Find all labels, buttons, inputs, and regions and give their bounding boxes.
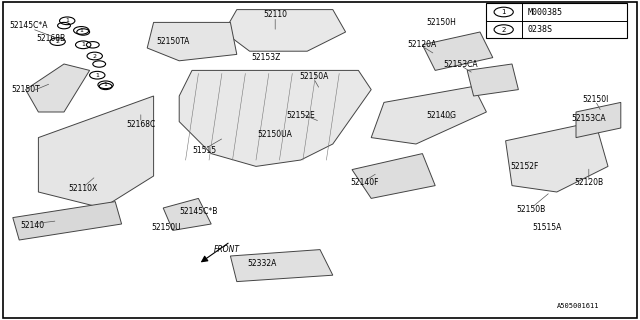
Text: 52153CA: 52153CA xyxy=(572,114,606,123)
Text: 52150A: 52150A xyxy=(299,72,328,81)
Text: 52168C: 52168C xyxy=(126,120,156,129)
Text: 51515A: 51515A xyxy=(532,223,562,232)
Text: 1: 1 xyxy=(95,73,99,78)
Text: 52110X: 52110X xyxy=(68,184,98,193)
Text: 52150T: 52150T xyxy=(12,85,40,94)
Text: 52152F: 52152F xyxy=(511,162,539,171)
Polygon shape xyxy=(467,64,518,96)
Text: 52145C*B: 52145C*B xyxy=(179,207,218,216)
Text: 1: 1 xyxy=(104,82,108,87)
Text: 51515: 51515 xyxy=(193,146,217,155)
Text: 52152E: 52152E xyxy=(287,111,315,120)
Text: 1: 1 xyxy=(501,9,506,15)
Text: 52153CA: 52153CA xyxy=(444,60,478,68)
Text: 52140G: 52140G xyxy=(427,111,456,120)
Text: 2: 2 xyxy=(56,39,60,44)
Bar xyxy=(486,3,627,38)
Polygon shape xyxy=(163,198,211,230)
Text: 52150TA: 52150TA xyxy=(156,37,189,46)
Text: 52150UA: 52150UA xyxy=(258,130,292,139)
Text: 52150B: 52150B xyxy=(516,205,546,214)
Polygon shape xyxy=(224,10,346,51)
Text: 52150U: 52150U xyxy=(152,223,181,232)
Polygon shape xyxy=(13,202,122,240)
Polygon shape xyxy=(26,64,90,112)
Polygon shape xyxy=(230,250,333,282)
Text: M000385: M000385 xyxy=(528,7,563,17)
Text: 52110: 52110 xyxy=(263,10,287,19)
Text: 52153Z: 52153Z xyxy=(251,53,280,62)
Text: A505001611: A505001611 xyxy=(557,303,599,308)
Polygon shape xyxy=(422,32,493,70)
Text: 52150I: 52150I xyxy=(582,95,609,104)
Text: FRONT: FRONT xyxy=(214,245,240,254)
Text: 2: 2 xyxy=(93,53,97,59)
Polygon shape xyxy=(506,122,608,192)
Text: 52140F: 52140F xyxy=(351,178,379,187)
Text: 0238S: 0238S xyxy=(528,25,553,34)
Text: 52120A: 52120A xyxy=(408,40,437,49)
Text: 1: 1 xyxy=(81,42,85,47)
Polygon shape xyxy=(38,96,154,208)
Text: 2: 2 xyxy=(502,27,506,33)
Text: 52168B: 52168B xyxy=(36,34,66,43)
Polygon shape xyxy=(179,70,371,166)
Polygon shape xyxy=(371,86,486,144)
Polygon shape xyxy=(147,22,237,61)
Text: 1: 1 xyxy=(65,18,69,23)
Text: 52145C*A: 52145C*A xyxy=(10,21,48,30)
Polygon shape xyxy=(576,102,621,138)
Polygon shape xyxy=(352,154,435,198)
Text: 52140: 52140 xyxy=(20,221,44,230)
Text: 52150H: 52150H xyxy=(427,18,456,27)
Text: 52120B: 52120B xyxy=(574,178,604,187)
Text: 52332A: 52332A xyxy=(248,260,277,268)
Text: 1: 1 xyxy=(79,28,83,33)
